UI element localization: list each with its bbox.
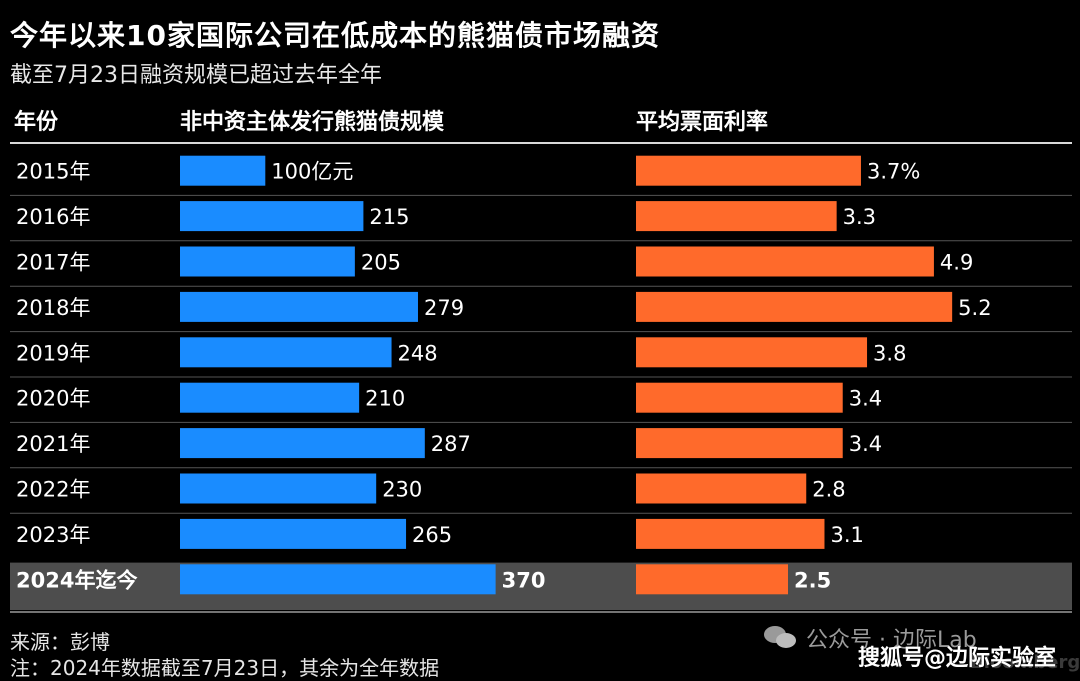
coupon-bar (636, 246, 934, 277)
coupon-bar (636, 428, 843, 459)
issuance-bar (180, 201, 364, 232)
year-label: 2024年迄今 (16, 568, 137, 592)
coupon-bar (636, 473, 807, 504)
issuance-bar (180, 246, 355, 277)
coupon-bar (636, 564, 788, 595)
coupon-value-label: 3.4 (849, 432, 882, 456)
footnote: 注：2024年数据截至7月23日，其余为全年数据 (10, 656, 440, 680)
coupon-value-label: 2.5 (794, 568, 831, 592)
coupon-value-label: 3.7% (867, 160, 920, 184)
coupon-value-label: 3.3 (843, 205, 876, 229)
coupon-bar (636, 518, 825, 549)
issuance-bar (180, 337, 392, 368)
issuance-value-label: 100亿元 (271, 160, 353, 184)
year-label: 2021年 (16, 432, 90, 456)
issuance-value-label: 287 (431, 432, 471, 456)
wechat-account-label: 公众号 · 边际Lab (806, 628, 977, 653)
issuance-value-label: 370 (502, 568, 546, 592)
year-label: 2015年 (16, 160, 90, 184)
source-note: 来源：彭博 (10, 630, 110, 654)
coupon-value-label: 3.1 (830, 523, 863, 547)
year-label: 2022年 (16, 478, 90, 502)
coupon-bar (636, 291, 953, 322)
year-label: 2019年 (16, 341, 90, 365)
coupon-bar (636, 201, 837, 232)
wechat-watermark: 公众号 · 边际Lab (764, 622, 977, 654)
issuance-value-label: 205 (361, 251, 401, 275)
issuance-bar (180, 564, 496, 595)
bloomberg-logo: Bloomberg (970, 652, 1080, 673)
issuance-value-label: 210 (365, 387, 405, 411)
coupon-value-label: 4.9 (940, 251, 973, 275)
coupon-bar (636, 337, 868, 368)
issuance-bar (180, 473, 377, 504)
coupon-value-label: 2.8 (812, 478, 845, 502)
coupon-value-label: 5.2 (958, 296, 991, 320)
issuance-bar (180, 155, 266, 186)
issuance-value-label: 215 (369, 205, 409, 229)
year-label: 2018年 (16, 296, 90, 320)
year-label: 2020年 (16, 387, 90, 411)
issuance-value-label: 279 (424, 296, 464, 320)
year-column-header: 年份 (14, 110, 59, 135)
coupon-value-label: 3.8 (873, 341, 906, 365)
coupon-column-header: 平均票面利率 (636, 110, 769, 135)
coupon-bar (636, 382, 843, 413)
header-divider (10, 142, 1072, 144)
year-label: 2023年 (16, 523, 90, 547)
issuance-bar (180, 428, 425, 459)
issuance-bar (180, 382, 360, 413)
wechat-icon (764, 626, 798, 650)
issuance-value-label: 248 (398, 341, 438, 365)
year-label: 2016年 (16, 205, 90, 229)
year-label: 2017年 (16, 251, 90, 275)
issuance-bar (180, 518, 407, 549)
issuance-value-label: 265 (412, 523, 452, 547)
sohu-watermark: 搜狐号@边际实验室 (858, 646, 1057, 671)
issuance-value-label: 230 (382, 478, 422, 502)
issuance-column-header: 非中资主体发行熊猫债规模 (180, 110, 445, 135)
coupon-value-label: 3.4 (849, 387, 882, 411)
chart-subtitle: 截至7月23日融资规模已超过去年全年 (10, 63, 382, 88)
issuance-bar (180, 291, 418, 322)
coupon-bar (636, 155, 861, 186)
chart-title: 今年以来10家国际公司在低成本的熊猫债市场融资 (10, 19, 660, 52)
